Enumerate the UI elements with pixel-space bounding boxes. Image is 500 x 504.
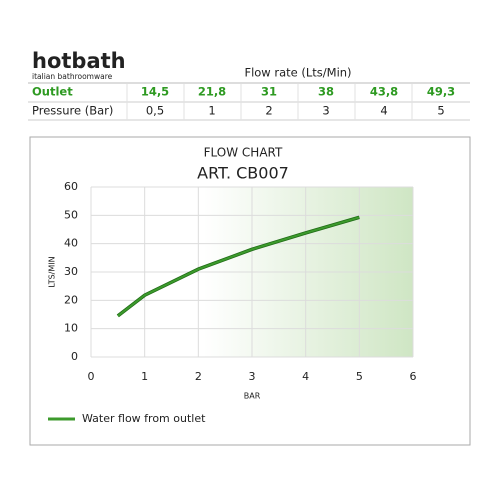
y-tick-label: 50 xyxy=(64,208,78,221)
chart-title: FLOW CHART xyxy=(204,146,283,160)
table-cell: 5 xyxy=(437,104,444,118)
row-label: Outlet xyxy=(32,85,73,99)
chart-subtitle: ART. CB007 xyxy=(197,164,289,183)
table-cell: 49,3 xyxy=(427,85,455,99)
row-label: Pressure (Bar) xyxy=(32,104,113,118)
y-tick-label: 20 xyxy=(64,293,78,306)
data-line xyxy=(117,216,360,317)
x-tick-label: 1 xyxy=(141,370,148,383)
table-cell: 0,5 xyxy=(146,104,164,118)
table-cell: 3 xyxy=(322,104,329,118)
table-cell: 2 xyxy=(265,104,272,118)
y-axis-label: LTS/MIN xyxy=(48,256,57,287)
x-tick-label: 5 xyxy=(356,370,363,383)
y-tick-label: 10 xyxy=(64,322,78,335)
y-tick-label: 0 xyxy=(71,350,78,363)
table-cell: 21,8 xyxy=(198,85,226,99)
logo-name: hotbath xyxy=(32,49,126,73)
x-axis-label: BAR xyxy=(244,392,261,401)
table-cell: 14,5 xyxy=(141,85,169,99)
table-cell: 43,8 xyxy=(370,85,398,99)
y-tick-label: 60 xyxy=(64,180,78,193)
y-tick-label: 40 xyxy=(64,237,78,250)
table-cell: 4 xyxy=(380,104,387,118)
table-cell: 31 xyxy=(261,85,277,99)
x-tick-label: 0 xyxy=(88,370,95,383)
legend-label: Water flow from outlet xyxy=(82,412,206,425)
y-tick-label: 30 xyxy=(64,265,78,278)
logo-tagline: italian bathroomware xyxy=(32,72,113,81)
x-tick-label: 6 xyxy=(410,370,417,383)
table-cell: 1 xyxy=(208,104,215,118)
x-tick-label: 3 xyxy=(249,370,256,383)
table-cell: 38 xyxy=(318,85,334,99)
x-tick-label: 2 xyxy=(195,370,202,383)
x-tick-label: 4 xyxy=(302,370,309,383)
table-header: Flow rate (Lts/Min) xyxy=(244,66,351,80)
